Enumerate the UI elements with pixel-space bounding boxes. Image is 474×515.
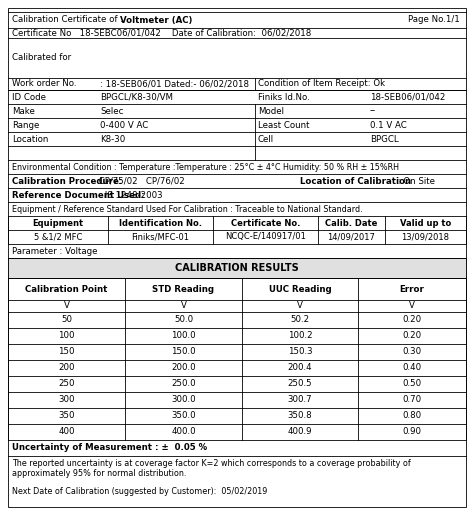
- Text: 300.7: 300.7: [288, 396, 312, 404]
- Bar: [8, 258, 466, 278]
- Text: 0.30: 0.30: [402, 348, 421, 356]
- Text: ID Code: ID Code: [12, 93, 46, 101]
- Text: 14/09/2017: 14/09/2017: [328, 232, 375, 242]
- Text: V: V: [181, 301, 186, 311]
- Text: Calibration Point: Calibration Point: [25, 284, 108, 294]
- Text: 18-SEB06/01/042: 18-SEB06/01/042: [370, 93, 446, 101]
- Text: Equipment / Reference Standard Used For Calibration : Traceable to National Stan: Equipment / Reference Standard Used For …: [12, 204, 363, 214]
- Text: Error: Error: [400, 284, 424, 294]
- Text: --: --: [370, 107, 376, 115]
- Text: 5 &1/2 MFC: 5 &1/2 MFC: [34, 232, 82, 242]
- Text: 400: 400: [58, 427, 75, 437]
- Text: STD Reading: STD Reading: [153, 284, 215, 294]
- Text: Calibrated for: Calibrated for: [12, 54, 71, 62]
- Text: 100: 100: [58, 332, 75, 340]
- Text: Parameter : Voltage: Parameter : Voltage: [12, 247, 98, 255]
- Text: 150.3: 150.3: [288, 348, 312, 356]
- Text: Finiks/MFC-01: Finiks/MFC-01: [131, 232, 190, 242]
- Text: 0.80: 0.80: [402, 411, 421, 421]
- Text: 250: 250: [58, 380, 75, 388]
- Text: 0.20: 0.20: [402, 332, 421, 340]
- Text: The reported uncertainty is at coverage factor K=2 which corresponds to a covera: The reported uncertainty is at coverage …: [12, 459, 411, 469]
- Text: BPGCL/K8-30/VM: BPGCL/K8-30/VM: [100, 93, 173, 101]
- Text: Valid up to: Valid up to: [400, 218, 451, 228]
- Text: V: V: [409, 301, 415, 311]
- Text: 400.9: 400.9: [288, 427, 312, 437]
- Text: V: V: [297, 301, 303, 311]
- Text: V: V: [64, 301, 69, 311]
- Text: Calibration Certificate of :: Calibration Certificate of :: [12, 15, 126, 25]
- Text: 13/09/2018: 13/09/2018: [401, 232, 449, 242]
- Text: Next Date of Calibration (suggested by Customer):  05/02/2019: Next Date of Calibration (suggested by C…: [12, 488, 267, 496]
- Text: approximately 95% for normal distribution.: approximately 95% for normal distributio…: [12, 469, 186, 477]
- Text: 200.0: 200.0: [171, 364, 196, 372]
- Text: : 18-SEB06/01 Dated:- 06/02/2018: : 18-SEB06/01 Dated:- 06/02/2018: [100, 79, 249, 89]
- Text: 200.4: 200.4: [288, 364, 312, 372]
- Text: CALIBRATION RESULTS: CALIBRATION RESULTS: [175, 263, 299, 273]
- Text: CP/75/02   CP/76/02: CP/75/02 CP/76/02: [96, 177, 185, 185]
- Text: 200: 200: [58, 364, 75, 372]
- Text: Make: Make: [12, 107, 35, 115]
- Text: Location: Location: [12, 134, 48, 144]
- Text: NCQC-E/140917/01: NCQC-E/140917/01: [225, 232, 306, 242]
- Text: Selec: Selec: [100, 107, 123, 115]
- Text: 0.1 V AC: 0.1 V AC: [370, 121, 407, 129]
- Text: IS 1248-2003: IS 1248-2003: [102, 191, 163, 199]
- Text: 350.0: 350.0: [171, 411, 196, 421]
- Text: Environmental Condition : Temperature :Temperature : 25°C ± 4°C Humidity: 50 % R: Environmental Condition : Temperature :T…: [12, 163, 399, 171]
- Text: 250.5: 250.5: [288, 380, 312, 388]
- Text: 0.50: 0.50: [402, 380, 421, 388]
- Text: 100.0: 100.0: [171, 332, 196, 340]
- Text: 250.0: 250.0: [171, 380, 196, 388]
- Text: Condition of Item Receipt: Ok: Condition of Item Receipt: Ok: [258, 79, 385, 89]
- Text: Calib. Date: Calib. Date: [325, 218, 378, 228]
- Text: UUC Reading: UUC Reading: [269, 284, 331, 294]
- Text: Reference Document Used:: Reference Document Used:: [12, 191, 145, 199]
- Text: 350.8: 350.8: [288, 411, 312, 421]
- Text: Least Count: Least Count: [258, 121, 310, 129]
- Text: Work order No.: Work order No.: [12, 79, 76, 89]
- Text: 300: 300: [58, 396, 75, 404]
- Text: BPGCL: BPGCL: [370, 134, 399, 144]
- Text: 0.90: 0.90: [402, 427, 421, 437]
- Text: Voltmeter (AC): Voltmeter (AC): [120, 15, 192, 25]
- Text: Cell: Cell: [258, 134, 274, 144]
- Text: Range: Range: [12, 121, 39, 129]
- Text: 50.2: 50.2: [291, 316, 310, 324]
- Text: 50.0: 50.0: [174, 316, 193, 324]
- Text: Model: Model: [258, 107, 284, 115]
- Text: Equipment: Equipment: [32, 218, 83, 228]
- Text: 0-400 V AC: 0-400 V AC: [100, 121, 148, 129]
- Text: 150.0: 150.0: [171, 348, 196, 356]
- Text: K8-30: K8-30: [100, 134, 125, 144]
- Text: Identification No.: Identification No.: [119, 218, 202, 228]
- Text: 0.20: 0.20: [402, 316, 421, 324]
- Text: Calibration Procedure:: Calibration Procedure:: [12, 177, 122, 185]
- Text: Page No.1/1: Page No.1/1: [408, 15, 460, 25]
- Text: Uncertainty of Measurement : ±  0.05 %: Uncertainty of Measurement : ± 0.05 %: [12, 443, 207, 453]
- Text: 100.2: 100.2: [288, 332, 312, 340]
- Text: Location of Calibration: Location of Calibration: [300, 177, 411, 185]
- Text: 0.40: 0.40: [402, 364, 421, 372]
- Text: Certificate No.: Certificate No.: [231, 218, 300, 228]
- Text: Finiks Id.No.: Finiks Id.No.: [258, 93, 310, 101]
- Text: 400.0: 400.0: [171, 427, 196, 437]
- Text: 50: 50: [61, 316, 72, 324]
- Text: 150: 150: [58, 348, 75, 356]
- Text: 300.0: 300.0: [171, 396, 196, 404]
- Text: : On Site: : On Site: [395, 177, 435, 185]
- Text: 0.70: 0.70: [402, 396, 421, 404]
- Text: 350: 350: [58, 411, 75, 421]
- Text: Certificate No   18-SEBC06/01/042    Date of Calibration:  06/02/2018: Certificate No 18-SEBC06/01/042 Date of …: [12, 28, 311, 38]
